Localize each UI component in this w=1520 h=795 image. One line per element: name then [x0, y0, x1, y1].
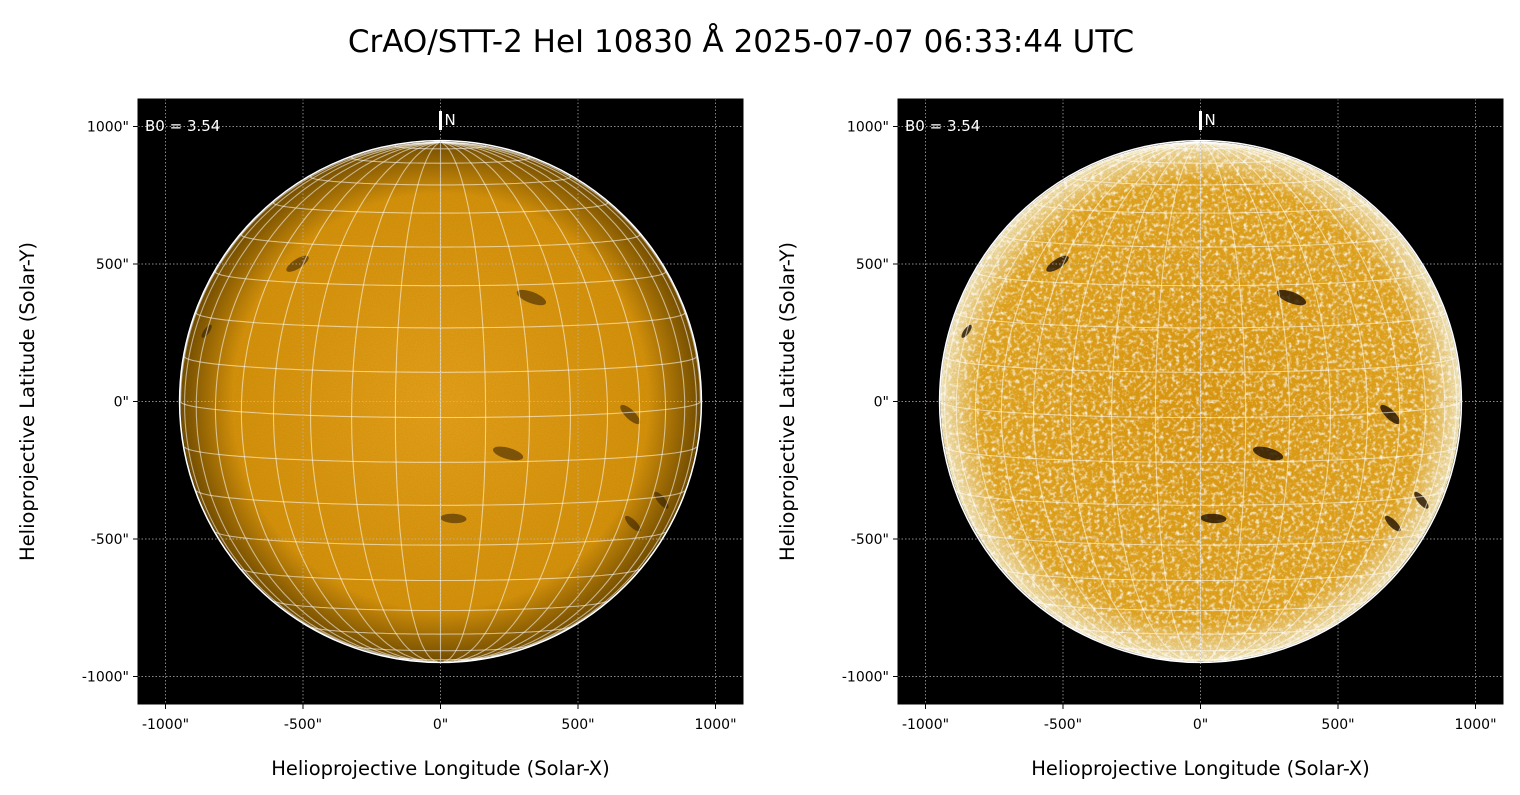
latitude-line	[184, 446, 697, 463]
latitude-line	[310, 175, 571, 186]
y-tick-label: 0"	[874, 395, 889, 411]
filament	[654, 491, 669, 509]
latitude-line	[1071, 626, 1330, 635]
longitude-line	[1200, 141, 1461, 402]
longitude-line	[1200, 141, 1331, 662]
latitude-line	[272, 201, 609, 214]
y-axis-label: Helioprojective Latitude (Solar-Y)	[776, 242, 799, 561]
y-tick-label: 1000"	[847, 120, 889, 136]
filament	[1380, 404, 1401, 425]
x-tick-label: 1000"	[1454, 717, 1496, 733]
y-tick-label: 500"	[96, 257, 129, 273]
filament	[1046, 255, 1069, 272]
filament	[286, 255, 309, 272]
latitude-line	[241, 568, 640, 582]
y-tick-label: 500"	[856, 257, 889, 273]
longitude-line	[240, 141, 441, 662]
longitude-line	[1200, 141, 1427, 661]
x-axis-label: Helioprojective Longitude (Solar-X)	[271, 757, 610, 780]
longitude-line	[180, 141, 441, 402]
latitude-line	[1112, 645, 1289, 652]
y-tick-label: -500"	[91, 532, 129, 548]
longitude-line	[440, 141, 571, 662]
longitude-line	[440, 141, 641, 662]
latitude-line	[1001, 568, 1400, 582]
longitude-line	[1154, 141, 1201, 662]
x-tick-label: -1000"	[142, 717, 189, 733]
y-tick-label: 0"	[114, 395, 129, 411]
x-tick-label: -500"	[1044, 717, 1082, 733]
x-tick-label: -1000"	[902, 717, 949, 733]
longitude-line	[1200, 141, 1247, 662]
longitude-line	[272, 141, 441, 662]
latitude-line	[311, 626, 570, 635]
filament	[620, 404, 641, 425]
latitude-line	[1032, 201, 1369, 214]
latitude-line	[1070, 175, 1331, 186]
longitude-line	[440, 141, 530, 662]
filament	[1252, 446, 1284, 461]
longitude-line	[394, 141, 441, 662]
x-tick-label: 500"	[561, 717, 594, 733]
north-label: N	[445, 111, 456, 129]
longitude-line	[440, 141, 609, 662]
filament	[624, 515, 641, 532]
limb-circle	[178, 139, 703, 664]
panel-right: -1000" 1000" -500" 500" 0" 0" 500" -500" 1000" -1…	[776, 98, 1504, 780]
y-tick-label: 1000"	[87, 120, 129, 136]
longitude-line	[214, 141, 441, 661]
longitude-line	[1000, 141, 1201, 662]
longitude-line	[1200, 141, 1401, 662]
filament	[492, 446, 524, 461]
axes-frame	[137, 98, 744, 705]
longitude-line	[974, 141, 1201, 661]
longitude-line	[440, 141, 487, 662]
filament	[1384, 515, 1401, 532]
x-tick-label: -500"	[284, 717, 322, 733]
filament	[1200, 513, 1227, 524]
b0-annotation: B0 = 3.54	[145, 117, 220, 135]
longitude-line	[1200, 141, 1290, 662]
latitude-line	[944, 446, 1457, 463]
longitude-line	[940, 141, 1201, 402]
north-label: N	[1205, 111, 1216, 129]
longitude-line	[1111, 141, 1201, 662]
figure-title: CrAO/STT-2 HeI 10830 Å 2025-07-07 06:33:…	[348, 24, 1134, 60]
x-tick-label: 0"	[1193, 717, 1208, 733]
b0-annotation: B0 = 3.54	[905, 117, 980, 135]
x-tick-label: 1000"	[694, 717, 736, 733]
x-tick-label: 500"	[1321, 717, 1354, 733]
axes-frame	[897, 98, 1504, 705]
x-tick-label: 0"	[433, 717, 448, 733]
y-axis-label: Helioprojective Latitude (Solar-Y)	[16, 242, 39, 561]
y-tick-label: -1000"	[842, 670, 889, 686]
filament	[440, 513, 467, 524]
longitude-line	[1200, 141, 1369, 662]
filament	[516, 289, 547, 306]
latitude-line	[352, 645, 529, 652]
y-tick-label: -1000"	[82, 670, 129, 686]
x-axis-label: Helioprojective Longitude (Solar-X)	[1031, 757, 1370, 780]
y-tick-label: -500"	[851, 532, 889, 548]
longitude-line	[440, 141, 667, 661]
panel-left: -1000" 1000" -500" 500" 0" 0" 500" -500" 1000" -1…	[16, 98, 744, 780]
filament	[1276, 289, 1307, 306]
longitude-line	[1032, 141, 1201, 662]
filament	[1414, 491, 1429, 509]
longitude-line	[351, 141, 441, 662]
longitude-line	[440, 141, 701, 402]
limb-circle	[938, 139, 1463, 664]
